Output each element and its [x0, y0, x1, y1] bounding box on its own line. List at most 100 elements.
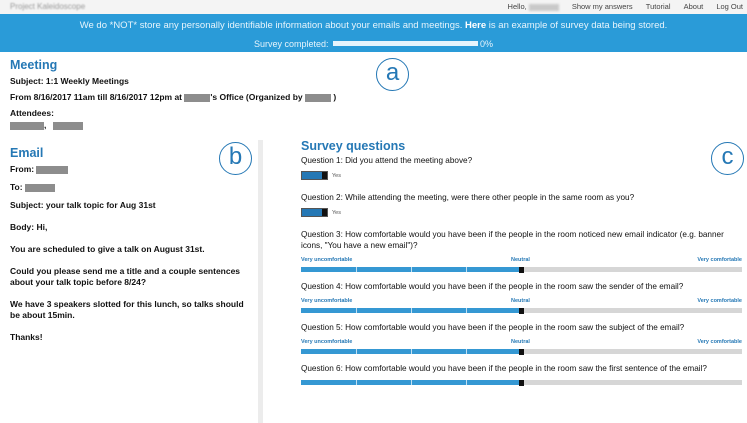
- survey-progress-value: 0%: [480, 39, 494, 49]
- email-to: To:: [10, 182, 250, 193]
- redacted-username: [528, 3, 559, 11]
- slider-tick: [356, 349, 358, 354]
- redacted-recipient: [24, 183, 55, 192]
- toggle-knob[interactable]: [322, 209, 327, 216]
- meeting-time: From 8/16/2017 11am till 8/16/2017 12pm …: [10, 92, 490, 102]
- comfort-slider[interactable]: [301, 307, 742, 314]
- question-1-toggle[interactable]: Yes: [301, 171, 742, 180]
- slider-tick: [411, 349, 413, 354]
- email-paragraph: We have 3 speakers slotted for this lunc…: [10, 299, 250, 321]
- notice-suffix: is an example of survey data being store…: [488, 20, 668, 31]
- question-6: Question 6: How comfortable would you ha…: [301, 363, 742, 386]
- email-paragraph: Could you please send me a title and a c…: [10, 266, 250, 288]
- section-divider: [258, 140, 263, 423]
- email-heading: Email: [10, 146, 44, 160]
- nav-about[interactable]: About: [683, 2, 704, 11]
- scale-high-label: Very comfortable: [697, 298, 742, 304]
- app-logo-text[interactable]: Project Kaleidoscope: [10, 2, 86, 11]
- greeting: Hello,: [508, 2, 559, 11]
- privacy-banner: We do *NOT* store any personally identif…: [0, 14, 747, 52]
- redacted-name: [184, 93, 211, 102]
- meeting-heading: Meeting: [10, 58, 58, 72]
- slider-tick: [466, 349, 468, 354]
- attendees-label-text: Attendees:: [10, 108, 54, 118]
- email-section: Email From: To: Subject: your talk topic…: [10, 146, 250, 343]
- question-2-toggle[interactable]: Yes: [301, 208, 742, 217]
- comfort-slider[interactable]: [301, 379, 742, 386]
- slider-tick: [466, 308, 468, 313]
- slider-tick: [411, 308, 413, 313]
- notice-prefix: We do *NOT* store any personally identif…: [79, 20, 463, 31]
- scale-mid-label: Neutral: [511, 339, 530, 345]
- scale-low-label: Very uncomfortable: [301, 298, 353, 304]
- from-label: From:: [10, 164, 35, 174]
- question-3: Question 3: How comfortable would you ha…: [301, 229, 742, 273]
- meeting-time-text: From 8/16/2017 11am till 8/16/2017 12pm …: [10, 92, 182, 102]
- meeting-attendees: ,: [10, 120, 490, 130]
- toggle-knob[interactable]: [322, 172, 327, 179]
- slider-tick: [356, 308, 358, 313]
- survey-section: Survey questions Question 1: Did you att…: [301, 139, 742, 386]
- scale-mid-label: Neutral: [511, 298, 530, 304]
- question-text: Question 3: How comfortable would you ha…: [301, 230, 724, 250]
- slider-thumb[interactable]: [519, 348, 524, 355]
- annotation-c: c: [711, 142, 744, 175]
- email-from: From:: [10, 164, 250, 175]
- question-text: Question 2: While attending the meeting,…: [301, 193, 635, 202]
- question-text: Question 4: How comfortable would you ha…: [301, 282, 684, 291]
- email-subject: Subject: your talk topic for Aug 31st: [10, 200, 250, 211]
- meeting-office-text: 's Office (Organized by: [210, 92, 303, 102]
- email-paragraph-text: We have 3 speakers slotted for this lunc…: [10, 299, 244, 320]
- example-link[interactable]: Here: [465, 20, 487, 31]
- body-label-text: Body: Hi,: [10, 222, 48, 232]
- slider-tick: [466, 267, 468, 272]
- scale-mid-label: Neutral: [511, 257, 530, 263]
- toggle-fill: [302, 172, 322, 179]
- meeting-section: Meeting Subject: 1:1 Weekly Meetings Fro…: [10, 58, 490, 130]
- toggle-value-label: Yes: [332, 172, 341, 179]
- toggle-track[interactable]: [301, 208, 328, 217]
- nav-tutorial[interactable]: Tutorial: [645, 2, 671, 11]
- meeting-attendees-label: Attendees:: [10, 108, 490, 118]
- slider-thumb[interactable]: [519, 266, 524, 273]
- question-1: Question 1: Did you attend the meeting a…: [301, 155, 742, 180]
- slider-tick: [356, 267, 358, 272]
- survey-progress-bar: [333, 41, 479, 47]
- scale-high-label: Very comfortable: [697, 339, 742, 345]
- meeting-close-paren: ): [333, 92, 337, 102]
- toggle-fill: [302, 209, 322, 216]
- nav-logout[interactable]: Log Out: [716, 2, 743, 11]
- email-paragraph-text: Thanks!: [10, 332, 43, 342]
- redacted-attendee: [52, 121, 83, 130]
- meeting-subject: Subject: 1:1 Weekly Meetings: [10, 76, 490, 86]
- question-4: Question 4: How comfortable would you ha…: [301, 281, 742, 314]
- slider-tick: [411, 267, 413, 272]
- nav-links: Hello, Show my answers Tutorial About Lo…: [497, 2, 743, 11]
- comfort-slider[interactable]: [301, 266, 742, 273]
- scale-low-label: Very uncomfortable: [301, 257, 353, 263]
- scale-labels: Very uncomfortable Neutral Very comforta…: [301, 339, 742, 348]
- nav-show-answers[interactable]: Show my answers: [571, 2, 633, 11]
- question-2: Question 2: While attending the meeting,…: [301, 192, 742, 217]
- meeting-subject-text: Subject: 1:1 Weekly Meetings: [10, 76, 129, 86]
- email-subject-text: Subject: your talk topic for Aug 31st: [10, 200, 156, 210]
- comfort-slider[interactable]: [301, 348, 742, 355]
- survey-progress: Survey completed: 0%: [0, 39, 747, 49]
- redacted-name: [304, 93, 331, 102]
- privacy-notice: We do *NOT* store any personally identif…: [0, 20, 747, 31]
- scale-labels: Very uncomfortable Neutral Very comforta…: [301, 298, 742, 307]
- question-text: Question 1: Did you attend the meeting a…: [301, 156, 473, 165]
- redacted-sender: [36, 165, 69, 174]
- slider-thumb[interactable]: [519, 307, 524, 314]
- slider-thumb[interactable]: [519, 379, 524, 386]
- greeting-text: Hello,: [507, 2, 527, 11]
- email-body-label: Body: Hi,: [10, 222, 250, 233]
- email-paragraph-text: Could you please send me a title and a c…: [10, 266, 241, 287]
- email-paragraph: You are scheduled to give a talk on Augu…: [10, 244, 250, 255]
- slider-tick: [466, 380, 468, 385]
- toggle-value-label: Yes: [332, 209, 341, 216]
- top-nav-bar: Project Kaleidoscope Hello, Show my answ…: [0, 0, 747, 14]
- scale-labels: Very uncomfortable Neutral Very comforta…: [301, 257, 742, 266]
- question-5: Question 5: How comfortable would you ha…: [301, 322, 742, 355]
- toggle-track[interactable]: [301, 171, 328, 180]
